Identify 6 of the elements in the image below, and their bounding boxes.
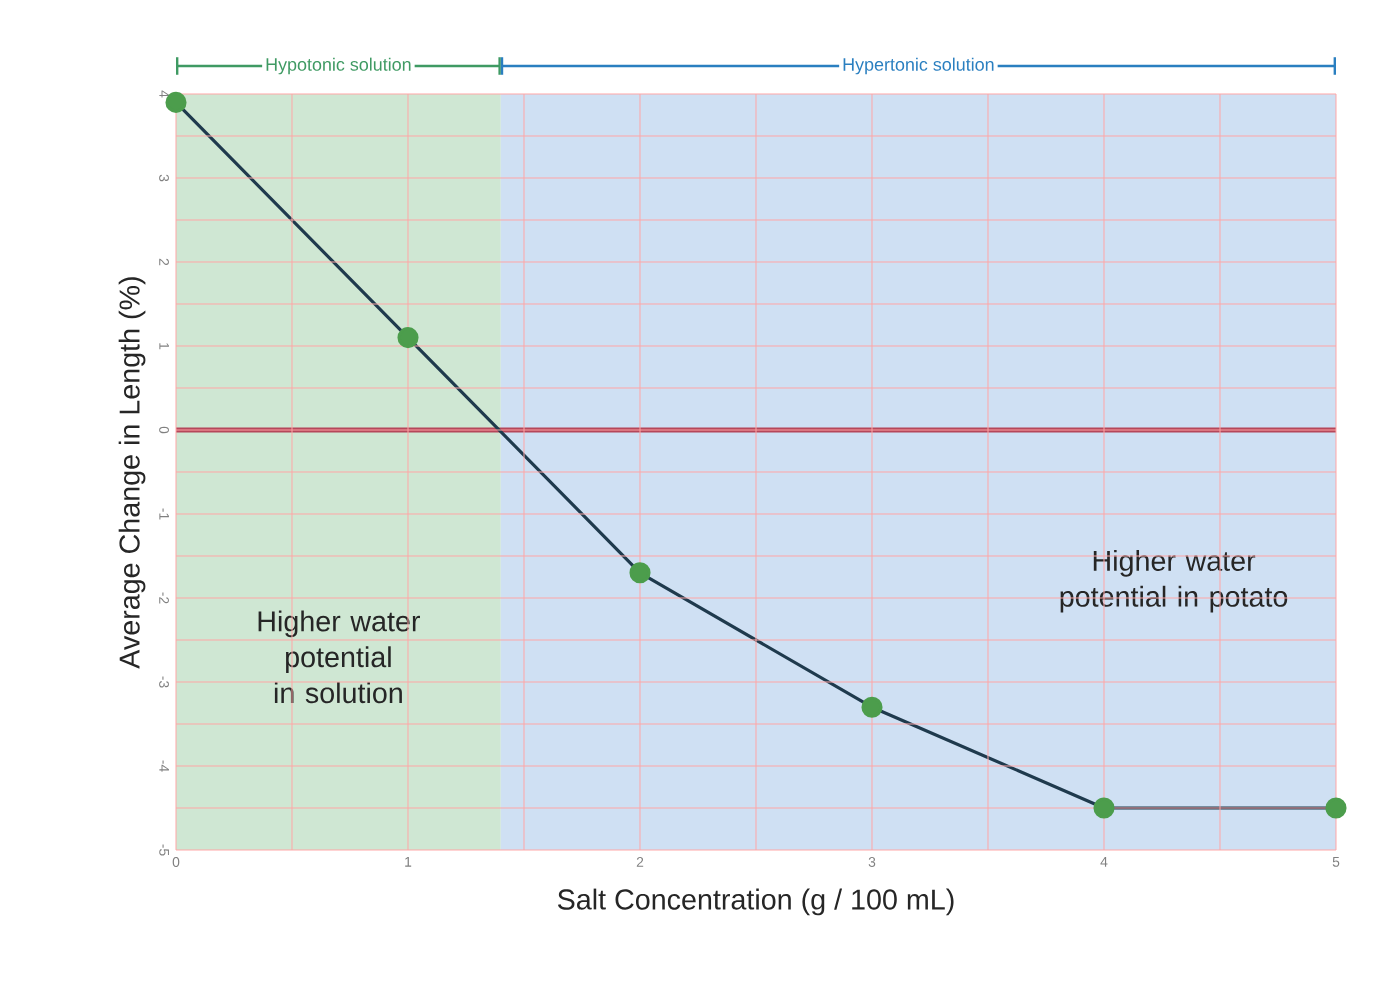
band-label: Hypertonic solution: [843, 57, 994, 75]
annotation: Higher water potential in potato: [1060, 549, 1288, 613]
x-axis-title: Salt Concentration (g / 100 mL): [557, 888, 954, 916]
y-axis-title: Average Change in Length (%): [118, 277, 146, 669]
band-label: Hypotonic solution: [266, 57, 411, 75]
annotation: Higher water potential in solution: [258, 610, 420, 704]
